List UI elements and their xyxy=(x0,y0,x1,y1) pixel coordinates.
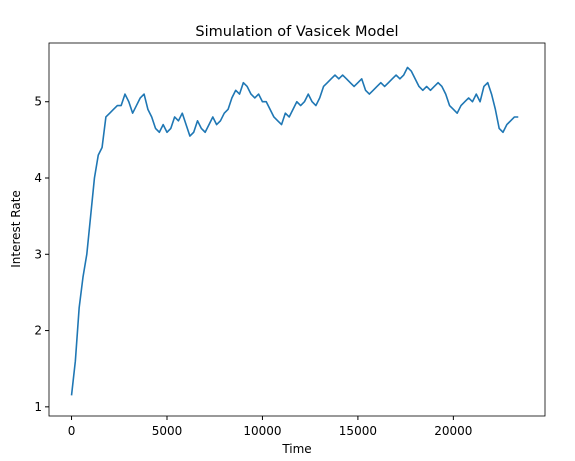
x-tick-label: 0 xyxy=(68,424,76,438)
plot-frame xyxy=(48,42,546,417)
data-line xyxy=(70,66,519,396)
y-tick-label: 5 xyxy=(34,95,42,109)
y-tick-label: 3 xyxy=(34,247,42,261)
x-tick-label: 20000 xyxy=(434,424,472,438)
y-tick-label: 1 xyxy=(34,400,42,414)
y-tick-label: 4 xyxy=(34,171,42,185)
x-tick-label: 10000 xyxy=(243,424,281,438)
chart-title: Simulation of Vasicek Model xyxy=(195,24,398,40)
x-axis-label: Time xyxy=(281,442,311,456)
y-axis-label: Interest Rate xyxy=(9,190,23,268)
y-tick-label: 2 xyxy=(34,324,42,338)
x-tick-label: 5000 xyxy=(152,424,183,438)
x-tick-label: 15000 xyxy=(339,424,377,438)
